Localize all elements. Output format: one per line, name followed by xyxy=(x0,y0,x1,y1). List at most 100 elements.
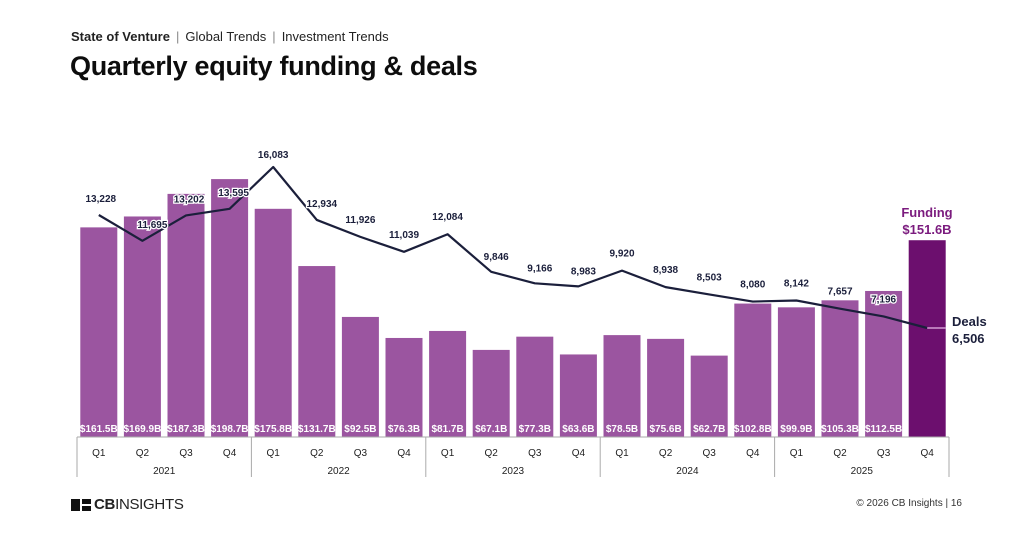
breadcrumb-separator: | xyxy=(175,29,180,44)
x-group-label: 2025 xyxy=(851,466,874,477)
x-tick-label: Q1 xyxy=(790,448,804,459)
funding-bar-label: $99.9B xyxy=(780,424,812,435)
x-tick-label: Q4 xyxy=(223,448,237,459)
funding-annotation-title: Funding xyxy=(901,205,952,220)
deals-point-label: 13,202 xyxy=(174,194,205,205)
deals-point-label: 13,595 xyxy=(218,188,249,199)
x-tick-label: Q1 xyxy=(615,448,629,459)
deals-annotation-title: Deals xyxy=(952,314,987,329)
funding-bar-label: $92.5B xyxy=(344,424,376,435)
x-tick-label: Q1 xyxy=(267,448,281,459)
funding-bar xyxy=(559,354,597,437)
deals-point-label: 11,039 xyxy=(389,230,419,241)
funding-bar xyxy=(647,338,685,437)
cb-insights-logo: CB INSIGHTS xyxy=(71,496,184,513)
x-tick-label: Q2 xyxy=(485,448,499,459)
funding-bar-label: $169.9B xyxy=(123,424,161,435)
breadcrumb-item: State of Venture xyxy=(71,29,170,44)
x-tick-label: Q4 xyxy=(921,448,935,459)
logo-text: INSIGHTS xyxy=(115,496,184,513)
x-tick-label: Q2 xyxy=(310,448,324,459)
funding-bar-label: $112.5B xyxy=(865,424,902,435)
deals-point-label: 13,228 xyxy=(86,194,117,205)
deals-point-label: 8,503 xyxy=(697,272,722,283)
x-group-label: 2023 xyxy=(502,466,525,477)
funding-annotation-value: $151.6B xyxy=(902,222,951,237)
deals-point-label: 8,983 xyxy=(571,266,596,277)
deals-point-label: 12,084 xyxy=(432,212,463,223)
funding-bar xyxy=(690,355,728,437)
deals-point-label: 7,196 xyxy=(871,294,896,305)
funding-bar-label: $105.3B xyxy=(821,424,859,435)
deals-point-label: 8,080 xyxy=(740,280,765,291)
x-group-label: 2022 xyxy=(327,466,350,477)
deals-point-label: 11,695 xyxy=(137,220,167,231)
funding-bar xyxy=(777,307,815,437)
breadcrumb-item: Investment Trends xyxy=(281,29,389,44)
funding-bar-label: $78.5B xyxy=(606,424,638,435)
logo-text-bold: CB xyxy=(94,496,116,513)
x-tick-label: Q2 xyxy=(136,448,150,459)
funding-bar xyxy=(516,336,554,437)
deals-point-label: 16,083 xyxy=(258,150,289,161)
funding-bar-label: $187.3B xyxy=(167,424,205,435)
funding-bar xyxy=(211,179,249,437)
funding-bar-label: $131.7B xyxy=(298,424,336,435)
funding-bar xyxy=(865,290,903,437)
page-title: Quarterly equity funding & deals xyxy=(70,51,478,81)
copyright-page-number: © 2026 CB Insights | 16 xyxy=(856,498,962,509)
funding-bar xyxy=(167,193,205,437)
funding-bar-label: $102.8B xyxy=(734,424,772,435)
funding-bar xyxy=(80,227,118,437)
breadcrumb: State of Venture | Global Trends | Investmen… xyxy=(71,29,389,44)
deals-point-label: 7,657 xyxy=(827,287,852,298)
funding-bar-label: $198.7B xyxy=(211,424,249,435)
x-tick-label: Q4 xyxy=(397,448,411,459)
funding-bar-label: $175.8B xyxy=(254,424,292,435)
funding-bar xyxy=(254,208,292,437)
deals-annotation-value: 6,506 xyxy=(952,331,985,346)
deals-point-label: 8,938 xyxy=(653,265,678,276)
x-group-label: 2024 xyxy=(676,466,699,477)
funding-bar xyxy=(123,216,161,437)
deals-point-label: 9,166 xyxy=(527,263,552,274)
x-group-label: 2021 xyxy=(153,466,176,477)
deals-point-label: 12,934 xyxy=(307,199,338,210)
funding-bar-label: $161.5B xyxy=(80,424,118,435)
deals-point-label: 8,142 xyxy=(784,278,809,289)
funding-bar-label: $63.6B xyxy=(562,424,594,435)
funding-bar xyxy=(341,316,379,437)
cb-logo-mark-icon xyxy=(71,498,91,511)
x-tick-label: Q4 xyxy=(572,448,586,459)
x-tick-label: Q3 xyxy=(179,448,193,459)
funding-bar-label: $75.6B xyxy=(649,424,681,435)
deals-point-label: 11,926 xyxy=(345,215,375,226)
funding-bar xyxy=(734,303,772,437)
funding-bar-label: $81.7B xyxy=(431,424,463,435)
funding-bar-label: $67.1B xyxy=(475,424,507,435)
deals-line xyxy=(98,165,928,330)
x-tick-label: Q3 xyxy=(703,448,717,459)
x-tick-label: Q1 xyxy=(92,448,106,459)
x-tick-label: Q3 xyxy=(877,448,891,459)
funding-bar xyxy=(908,240,946,437)
funding-bar xyxy=(472,349,510,437)
breadcrumb-item: Global Trends xyxy=(185,29,267,44)
breadcrumb-separator: | xyxy=(272,29,276,44)
funding-bar xyxy=(385,337,423,437)
x-tick-label: Q3 xyxy=(354,448,368,459)
funding-bar-label: $62.7B xyxy=(693,424,725,435)
deals-point-label: 9,920 xyxy=(609,249,634,260)
funding-bar-label: $76.3B xyxy=(388,424,420,435)
funding-bar-label: $77.3B xyxy=(519,424,551,435)
deals-point-label: 9,846 xyxy=(484,252,509,263)
x-tick-label: Q3 xyxy=(528,448,542,459)
x-tick-label: Q2 xyxy=(833,448,847,459)
funding-bar xyxy=(429,330,467,437)
x-tick-label: Q1 xyxy=(441,448,455,459)
funding-bar xyxy=(821,300,859,437)
x-tick-label: Q2 xyxy=(659,448,673,459)
funding-bar xyxy=(603,335,641,437)
x-tick-label: Q4 xyxy=(746,448,760,459)
